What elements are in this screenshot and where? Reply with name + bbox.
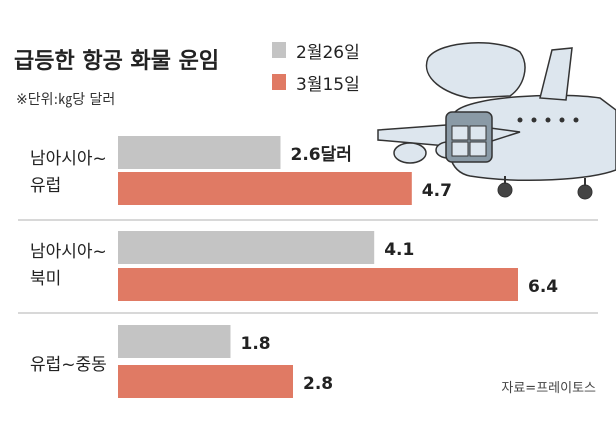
bar-route-1-series-2 — [118, 172, 412, 205]
bar-route-1-series-1 — [118, 136, 281, 169]
source-note: 자료=프레이토스 — [501, 381, 596, 396]
cargo-box-3 — [451, 141, 469, 157]
legend-label-series-2: 3월15일 — [296, 75, 360, 95]
value-label-route-1-series-2: 4.7 — [422, 181, 452, 201]
value-label-route-1-series-1: 2.6달러 — [291, 144, 352, 165]
plane-window — [545, 117, 551, 123]
bar-route-2-series-1 — [118, 231, 375, 264]
legend-label-series-1: 2월26일 — [296, 43, 360, 63]
category-label-3-line-1: 유럽~중동 — [30, 355, 107, 375]
category-label-1-line-2: 유럽 — [30, 176, 61, 196]
plane-wheel — [577, 184, 593, 200]
value-label-route-2-series-2: 6.4 — [528, 277, 558, 297]
category-label-2: 남아시아~ 북미 — [30, 242, 112, 289]
category-label-2-line-1: 남아시아~ — [30, 242, 107, 262]
plane-tail — [539, 47, 573, 101]
cargo-box-2 — [469, 125, 487, 141]
category-label-3: 유럽~중동 — [30, 355, 107, 375]
plane-window — [573, 117, 579, 123]
bar-route-3-series-2 — [118, 365, 293, 398]
plane-window — [517, 117, 523, 123]
value-label-route-2-series-1: 4.1 — [384, 240, 414, 260]
legend: 2월26일 3월15일 — [272, 42, 360, 95]
legend-swatch-series-1 — [272, 42, 286, 58]
category-label-1-line-1: 남아시아~ — [30, 149, 107, 169]
chart-subtitle: ※단위:㎏당 달러 — [16, 92, 115, 108]
bar-route-3-series-1 — [118, 325, 231, 358]
plane-wheel — [497, 182, 513, 198]
plane-engine — [393, 142, 427, 164]
bar-route-2-series-2 — [118, 268, 518, 301]
value-label-route-3-series-2: 2.8 — [303, 374, 333, 394]
plane-window — [531, 117, 537, 123]
plane-window — [559, 117, 565, 123]
cargo-box-4 — [469, 141, 487, 157]
cargo-plane-icon — [377, 42, 616, 200]
chart-title: 급등한 항공 화물 운임 — [14, 49, 219, 74]
plane-nose-door — [425, 42, 526, 99]
legend-swatch-series-2 — [272, 74, 286, 90]
category-label-1: 남아시아~ 유럽 — [30, 149, 112, 196]
cargo-box-1 — [451, 125, 469, 141]
category-label-2-line-2: 북미 — [30, 269, 61, 289]
value-label-route-3-series-1: 1.8 — [241, 334, 271, 354]
